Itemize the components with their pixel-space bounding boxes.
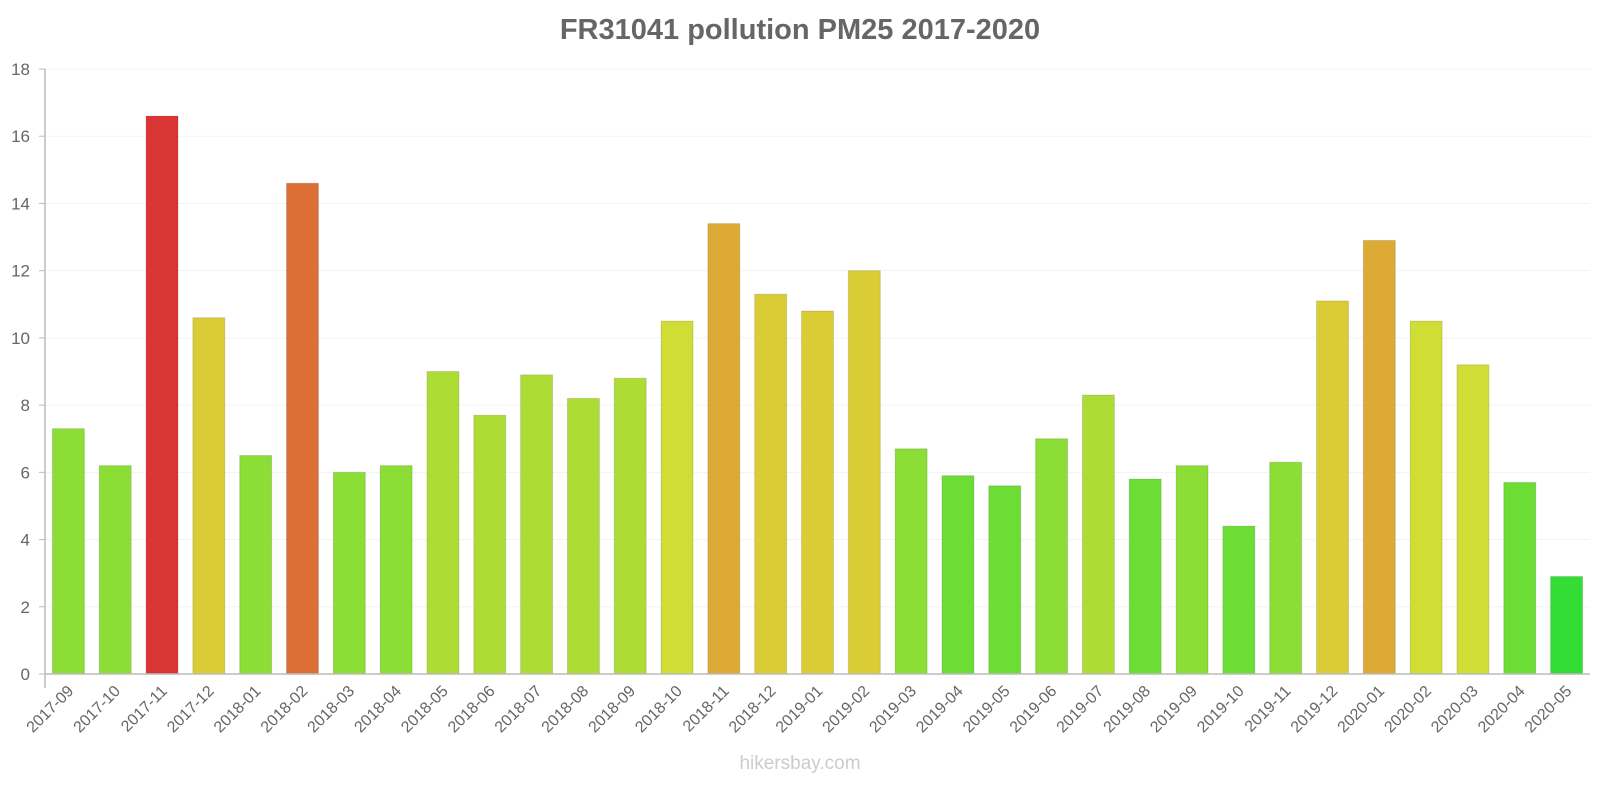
- x-tick-label: 2020-01: [1335, 683, 1389, 737]
- x-tick-label: 2018-05: [398, 683, 452, 737]
- y-tick-label: 10: [11, 329, 30, 348]
- x-tick-label: 2017-09: [24, 683, 78, 737]
- x-tick-label: 2018-06: [445, 683, 499, 737]
- x-tick-label: 2019-04: [913, 683, 967, 737]
- x-tick-label: 2018-11: [680, 683, 733, 736]
- bar[interactable]: [1222, 525, 1256, 675]
- bar[interactable]: [379, 465, 413, 675]
- x-tick-label: 2018-03: [305, 683, 359, 737]
- x-tick-label: 2019-05: [960, 683, 1014, 737]
- x-axis-ticks: 2017-092017-102017-112017-122018-012018-…: [24, 683, 1576, 737]
- y-tick-label: 6: [21, 463, 30, 482]
- x-tick-label: 2019-08: [1101, 683, 1155, 737]
- x-tick-label: 2019-07: [1054, 683, 1108, 737]
- bar[interactable]: [192, 317, 226, 675]
- bar[interactable]: [1128, 478, 1162, 675]
- x-tick-label: 2019-03: [866, 683, 920, 737]
- y-tick-label: 18: [11, 60, 30, 79]
- y-tick-label: 14: [11, 194, 30, 213]
- bar[interactable]: [754, 293, 788, 675]
- x-tick-label: 2018-12: [726, 683, 780, 737]
- bar[interactable]: [1456, 364, 1490, 675]
- y-tick-label: 8: [21, 396, 30, 415]
- bar[interactable]: [426, 371, 460, 675]
- x-tick-label: 2019-12: [1288, 683, 1342, 737]
- bar[interactable]: [613, 377, 647, 675]
- bar[interactable]: [1362, 239, 1396, 675]
- bar[interactable]: [941, 475, 975, 675]
- bar[interactable]: [1035, 438, 1069, 675]
- bar[interactable]: [51, 428, 85, 675]
- x-tick-label: 2019-06: [1007, 683, 1061, 737]
- x-tick-label: 2019-02: [820, 683, 874, 737]
- bar[interactable]: [332, 471, 366, 675]
- bar[interactable]: [894, 448, 928, 675]
- bar[interactable]: [1550, 576, 1584, 675]
- bar[interactable]: [988, 485, 1022, 675]
- bar[interactable]: [145, 115, 179, 675]
- watermark: hikersbay.com: [739, 753, 861, 774]
- x-tick-label: 2019-01: [773, 683, 827, 737]
- x-tick-label: 2019-11: [1242, 683, 1295, 736]
- chart-title: FR31041 pollution PM25 2017-2020: [559, 14, 1041, 46]
- bar[interactable]: [707, 223, 741, 675]
- bar[interactable]: [1316, 300, 1349, 675]
- bar[interactable]: [520, 374, 554, 675]
- bar[interactable]: [1503, 481, 1537, 675]
- bar[interactable]: [286, 182, 319, 675]
- bar[interactable]: [1081, 394, 1115, 675]
- x-tick-label: 2020-02: [1381, 683, 1435, 737]
- x-tick-label: 2020-05: [1522, 683, 1576, 737]
- bar[interactable]: [98, 465, 132, 675]
- x-tick-label: 2020-03: [1428, 683, 1482, 737]
- bars: [51, 115, 1584, 675]
- x-tick-label: 2018-07: [492, 683, 546, 737]
- x-tick-label: 2019-09: [1147, 683, 1201, 737]
- x-tick-label: 2018-10: [632, 683, 686, 737]
- y-tick-label: 0: [21, 665, 30, 684]
- x-tick-label: 2018-02: [258, 683, 312, 737]
- x-tick-label: 2018-04: [351, 683, 405, 737]
- bar[interactable]: [847, 270, 881, 675]
- bar[interactable]: [566, 397, 600, 675]
- x-tick-label: 2017-10: [71, 683, 125, 737]
- bar[interactable]: [801, 310, 834, 675]
- x-tick-label: 2018-08: [539, 683, 593, 737]
- bar[interactable]: [473, 414, 507, 675]
- bar[interactable]: [1175, 465, 1209, 675]
- x-tick-label: 2018-09: [586, 683, 640, 737]
- bar[interactable]: [239, 455, 273, 675]
- y-tick-label: 2: [21, 598, 30, 617]
- y-tick-label: 16: [11, 127, 30, 146]
- bar[interactable]: [1409, 320, 1443, 675]
- y-tick-label: 12: [11, 262, 30, 281]
- x-tick-label: 2017-12: [164, 683, 218, 737]
- y-axis-ticks: 0 2 4 6 8 10 12 14 16 18: [11, 60, 45, 684]
- x-tick-label: 2020-04: [1475, 683, 1529, 737]
- x-tick-label: 2017-11: [118, 683, 171, 736]
- axes: [44, 69, 1590, 688]
- bar[interactable]: [1269, 461, 1303, 675]
- y-tick-label: 4: [21, 531, 30, 550]
- x-tick-label: 2018-01: [211, 683, 265, 737]
- x-tick-label: 2019-10: [1194, 683, 1248, 737]
- bar[interactable]: [660, 320, 694, 675]
